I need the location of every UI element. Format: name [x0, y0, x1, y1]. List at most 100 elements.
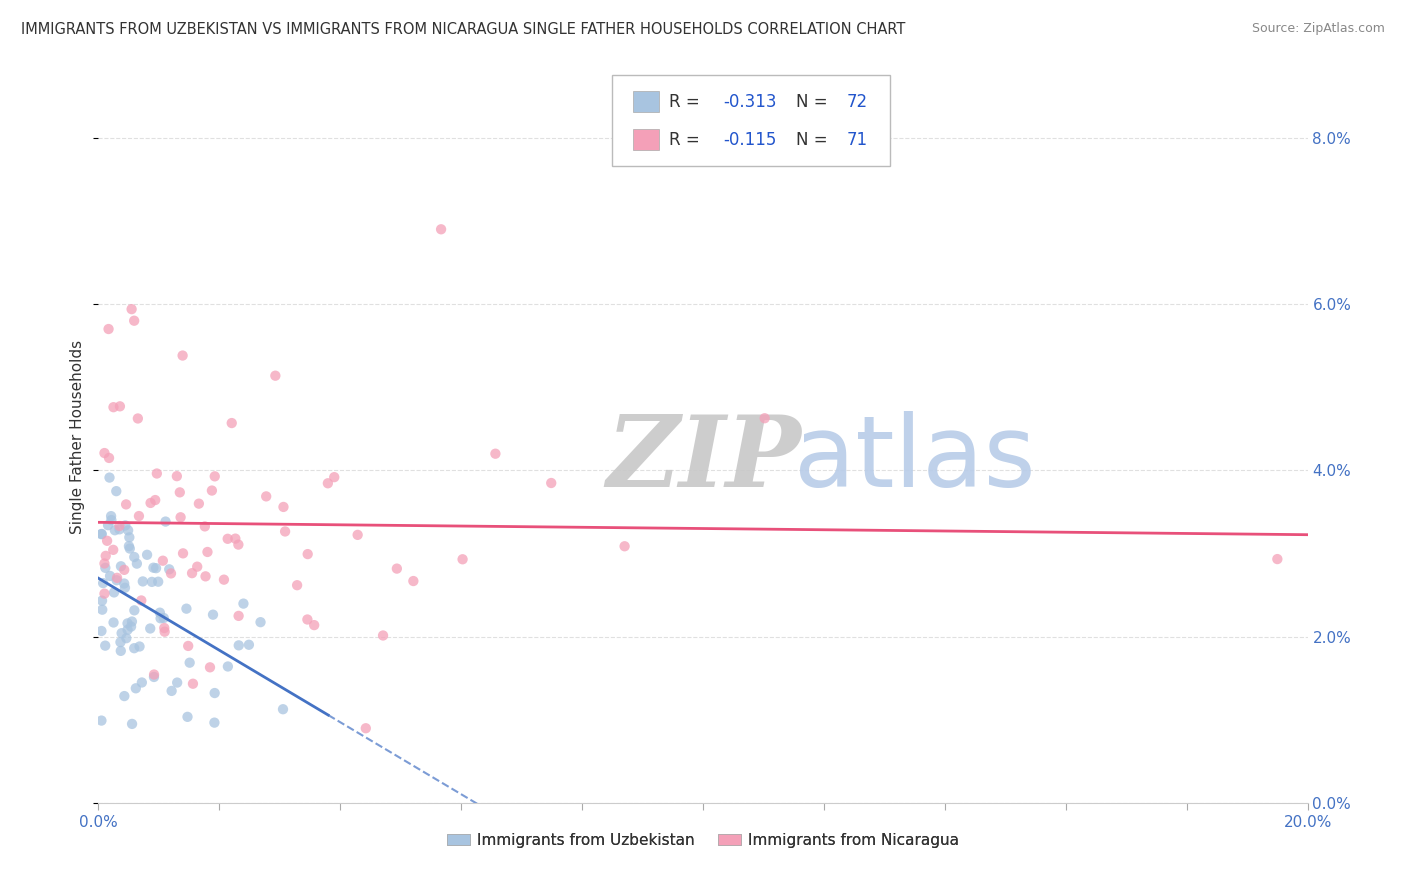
Point: [131, 675, 153, 690]
Point: [141, 574, 163, 589]
Point: [103, 615, 125, 630]
Point: [143, 670, 166, 684]
Point: [128, 640, 150, 654]
Point: [122, 641, 145, 656]
Point: [91, 603, 114, 617]
Point: [118, 539, 141, 553]
Point: [118, 541, 141, 556]
Point: [540, 475, 562, 490]
Point: [112, 563, 135, 577]
Point: [194, 519, 217, 533]
Point: [100, 509, 122, 524]
Text: ZIP: ZIP: [606, 411, 801, 508]
Point: [148, 574, 170, 589]
Point: [91, 593, 114, 607]
Point: [139, 622, 162, 636]
Point: [114, 518, 136, 533]
Point: [160, 684, 183, 698]
Text: -0.115: -0.115: [724, 131, 778, 149]
Point: [117, 616, 139, 631]
Point: [152, 554, 174, 568]
Point: [224, 532, 246, 546]
Point: [204, 715, 226, 730]
Point: [91, 576, 114, 591]
Point: [186, 559, 208, 574]
Point: [105, 571, 128, 585]
Point: [96, 533, 118, 548]
Point: [124, 603, 146, 617]
Point: [201, 483, 224, 498]
Point: [285, 578, 308, 592]
Point: [402, 574, 425, 588]
Point: [118, 530, 141, 544]
Point: [274, 524, 297, 539]
Point: [94, 561, 117, 575]
Point: [249, 615, 271, 630]
Point: [217, 659, 239, 673]
Point: [157, 562, 180, 576]
Point: [254, 489, 277, 503]
Point: [1267, 552, 1289, 566]
Point: [166, 469, 188, 483]
Point: [121, 717, 143, 731]
Point: [90, 527, 112, 541]
Point: [217, 532, 239, 546]
Point: [100, 513, 122, 527]
Point: [112, 576, 135, 591]
Point: [110, 626, 132, 640]
Point: [145, 561, 167, 575]
Point: [136, 548, 159, 562]
Point: [754, 411, 776, 425]
Point: [238, 638, 260, 652]
Legend: Immigrants from Uzbekistan, Immigrants from Nicaragua: Immigrants from Uzbekistan, Immigrants f…: [440, 827, 966, 854]
Point: [104, 523, 127, 537]
Point: [110, 644, 132, 658]
Point: [142, 560, 165, 574]
Point: [122, 549, 145, 564]
Point: [129, 593, 152, 607]
Point: [371, 628, 394, 642]
Point: [153, 624, 176, 639]
Text: -0.313: -0.313: [724, 93, 778, 111]
Point: [212, 573, 235, 587]
Point: [160, 566, 183, 581]
Point: [169, 510, 191, 524]
Point: [316, 476, 339, 491]
Point: [108, 522, 131, 536]
Text: 72: 72: [846, 93, 868, 111]
Point: [132, 574, 155, 589]
Point: [90, 714, 112, 728]
Point: [112, 689, 135, 703]
Point: [121, 615, 143, 629]
Point: [98, 450, 121, 465]
Point: [149, 606, 172, 620]
Text: atlas: atlas: [793, 410, 1035, 508]
Point: [194, 569, 217, 583]
Text: 71: 71: [846, 131, 868, 149]
Point: [105, 573, 128, 587]
Point: [93, 587, 115, 601]
Point: [204, 469, 226, 483]
Point: [94, 639, 117, 653]
Point: [127, 411, 149, 425]
Text: R =: R =: [669, 93, 706, 111]
Point: [297, 547, 319, 561]
Point: [172, 349, 194, 363]
Point: [105, 484, 128, 499]
Point: [187, 497, 209, 511]
Point: [176, 710, 198, 724]
Point: [90, 624, 112, 638]
Text: N =: N =: [796, 131, 832, 149]
Point: [197, 545, 219, 559]
Point: [115, 631, 138, 645]
Point: [228, 608, 250, 623]
Point: [177, 639, 200, 653]
Point: [232, 597, 254, 611]
Point: [385, 561, 408, 575]
Point: [179, 656, 201, 670]
Point: [484, 447, 506, 461]
Point: [120, 619, 142, 633]
Point: [117, 623, 139, 637]
Point: [103, 400, 125, 414]
Y-axis label: Single Father Households: Single Father Households: [70, 340, 86, 534]
